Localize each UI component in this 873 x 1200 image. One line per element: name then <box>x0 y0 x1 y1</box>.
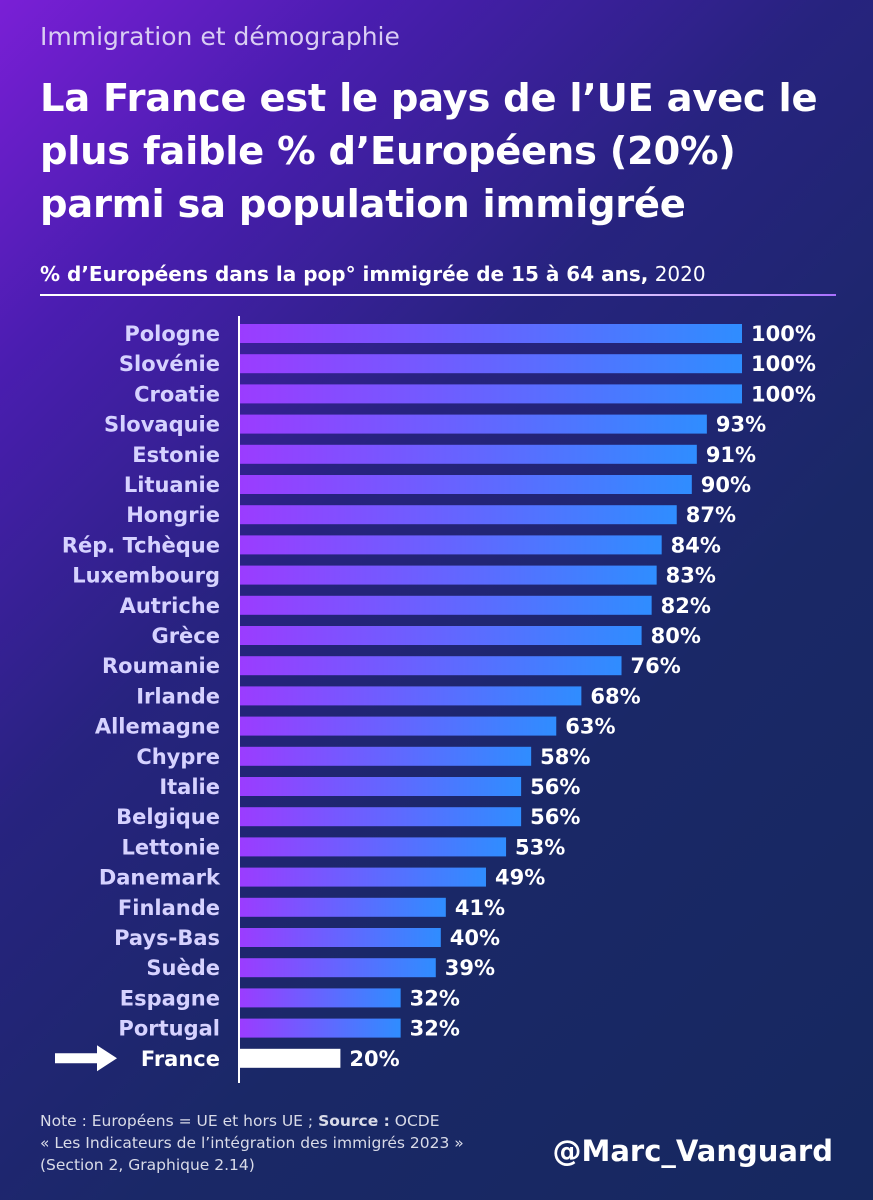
category-label: France <box>141 1047 220 1071</box>
bar <box>240 475 692 494</box>
value-label: 40% <box>450 926 500 950</box>
bar <box>240 807 522 827</box>
category-label: Autriche <box>120 594 220 618</box>
subtitle-rule <box>40 294 836 296</box>
category-label: Belgique <box>116 805 220 829</box>
value-label: 84% <box>671 533 721 557</box>
category-label: Italie <box>159 775 220 799</box>
bar <box>240 656 622 676</box>
value-label: 68% <box>590 684 640 708</box>
category-label: Lettonie <box>121 835 220 859</box>
arrow-right-icon <box>55 1045 117 1072</box>
value-label: 76% <box>631 654 681 678</box>
category-label: Luxembourg <box>72 564 220 588</box>
subtitle-year: 2020 <box>648 262 706 286</box>
value-label: 49% <box>495 866 545 890</box>
value-label: 56% <box>530 775 580 799</box>
bar <box>240 867 486 887</box>
source-label: Source : <box>318 1112 390 1130</box>
category-label: Suède <box>146 956 220 980</box>
bar <box>240 626 642 645</box>
category-label: Pologne <box>124 322 220 346</box>
value-label: 58% <box>540 745 590 769</box>
bar <box>240 746 532 766</box>
category-label: Allemagne <box>95 715 220 739</box>
bar <box>240 837 507 857</box>
value-label: 83% <box>666 564 716 588</box>
value-label: 32% <box>410 986 460 1010</box>
kicker: Immigration et démographie <box>40 22 400 51</box>
value-label: 32% <box>410 1017 460 1041</box>
value-label: 82% <box>661 594 711 618</box>
value-label: 93% <box>716 413 766 437</box>
bar <box>240 716 557 736</box>
bar <box>240 595 652 615</box>
value-label: 56% <box>530 805 580 829</box>
bar <box>240 505 677 525</box>
value-label: 63% <box>565 715 615 739</box>
source-section: (Section 2, Graphique 2.14) <box>40 1156 255 1174</box>
bar <box>240 324 742 343</box>
category-label: Finlande <box>118 896 220 920</box>
category-label: Rép. Tchèque <box>62 533 220 557</box>
value-label: 100% <box>751 322 816 346</box>
category-label: Roumanie <box>102 654 220 678</box>
category-label: Slovénie <box>119 352 220 376</box>
category-label: Hongrie <box>126 503 220 527</box>
value-label: 80% <box>651 624 701 648</box>
value-label: 90% <box>701 473 751 497</box>
source-org: OCDE <box>389 1112 440 1130</box>
value-label: 41% <box>455 896 505 920</box>
bar <box>240 565 657 585</box>
note-prefix: Note : Européens = UE et hors UE ; <box>40 1112 319 1130</box>
category-label: Espagne <box>120 986 220 1010</box>
bar <box>240 958 436 978</box>
subtitle-main: % d’Européens dans la pop° immigrée de 1… <box>40 262 649 286</box>
category-label: Portugal <box>118 1017 220 1041</box>
category-label: Slovaquie <box>104 413 220 437</box>
value-label: 100% <box>751 352 816 376</box>
bar <box>240 414 707 434</box>
bar <box>240 1018 401 1038</box>
bar <box>240 897 446 917</box>
value-label: 91% <box>706 443 756 467</box>
value-label: 87% <box>686 503 736 527</box>
bar <box>240 686 582 706</box>
bar <box>240 777 522 796</box>
category-label: Estonie <box>132 443 220 467</box>
bar <box>240 988 401 1008</box>
category-label: Croatie <box>134 382 220 406</box>
category-label: Lituanie <box>124 473 220 497</box>
value-label: 20% <box>349 1047 399 1071</box>
bar <box>240 535 662 555</box>
category-label: Pays-Bas <box>114 926 220 950</box>
source-title: « Les Indicateurs de l’intégration des i… <box>40 1134 464 1152</box>
bar <box>240 928 441 947</box>
category-label: Irlande <box>136 684 220 708</box>
value-label: 100% <box>751 382 816 406</box>
category-label: Grèce <box>151 624 220 648</box>
value-label: 39% <box>445 956 495 980</box>
chart-subtitle: % d’Européens dans la pop° immigrée de 1… <box>40 262 840 286</box>
category-label: Danemark <box>99 866 221 890</box>
bar-chart: Pologne 100% Slovénie 100% Croatie 100% Slovaq… <box>55 316 816 1083</box>
bar <box>240 354 742 374</box>
category-label: Chypre <box>136 745 220 769</box>
value-label: 53% <box>515 835 565 859</box>
bar <box>240 1048 341 1068</box>
chart-title: La France est le pays de l’UE avec le pl… <box>40 76 818 227</box>
bar <box>240 384 742 404</box>
source-note: Note : Européens = UE et hors UE ; Sourc… <box>40 1110 540 1176</box>
author-handle: @Marc_Vanguard <box>552 1134 833 1168</box>
bar <box>240 444 697 464</box>
